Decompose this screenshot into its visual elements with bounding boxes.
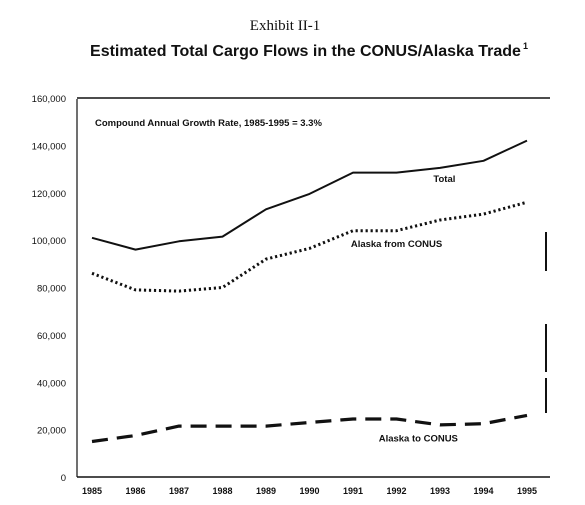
y-tick-label: 60,000	[37, 331, 66, 342]
exhibit-label: Exhibit II-1	[250, 18, 320, 34]
y-tick-label: 0	[61, 473, 66, 484]
chart-title-text: Estimated Total Cargo Flows in the CONUS…	[90, 43, 521, 60]
x-tick-label: 1989	[256, 486, 276, 496]
title-footnote: 1	[523, 41, 528, 51]
series-line-alaska-to-conus	[91, 413, 528, 444]
chart-title: Estimated Total Cargo Flows in the CONUS…	[90, 41, 528, 60]
y-tick-labels: 0 20,000 40,000 60,000 80,000 100,000 120,000 1…	[32, 94, 66, 484]
y-tick-label: 100,000	[32, 236, 66, 247]
series-label-total: Total	[433, 174, 455, 185]
x-tick-label: 1991	[343, 486, 363, 496]
x-tick-label: 1986	[125, 486, 145, 496]
x-tick-labels: 1985 1986 1987 1988 1989 1990 1991 1992 1993 1994…	[82, 486, 537, 496]
growth-rate-annotation: Compound Annual Growth Rate, 1985-1995 =…	[95, 118, 322, 129]
y-tick-label: 140,000	[32, 141, 66, 152]
x-tick-label: 1985	[82, 486, 102, 496]
series-labels: Total Alaska from CONUS Alaska to CONUS	[351, 174, 458, 444]
x-tick-label: 1993	[430, 486, 450, 496]
y-tick-label: 120,000	[32, 189, 66, 200]
y-tick-label: 160,000	[32, 94, 66, 105]
series-lines	[91, 139, 528, 444]
x-tick-label: 1990	[299, 486, 319, 496]
series-line-alaska-from-conus	[91, 200, 528, 293]
series-label-alaska-from-conus: Alaska from CONUS	[351, 239, 442, 250]
y-tick-label: 20,000	[37, 426, 66, 437]
y-tick-label: 40,000	[37, 378, 66, 389]
x-tick-label: 1994	[473, 486, 493, 496]
series-line-total	[91, 139, 528, 251]
x-tick-label: 1992	[386, 486, 406, 496]
x-tick-label: 1987	[169, 486, 189, 496]
y-tick-label: 80,000	[37, 284, 66, 295]
x-tick-label: 1988	[212, 486, 232, 496]
series-label-alaska-to-conus: Alaska to CONUS	[379, 434, 458, 445]
x-tick-label: 1995	[517, 486, 537, 496]
